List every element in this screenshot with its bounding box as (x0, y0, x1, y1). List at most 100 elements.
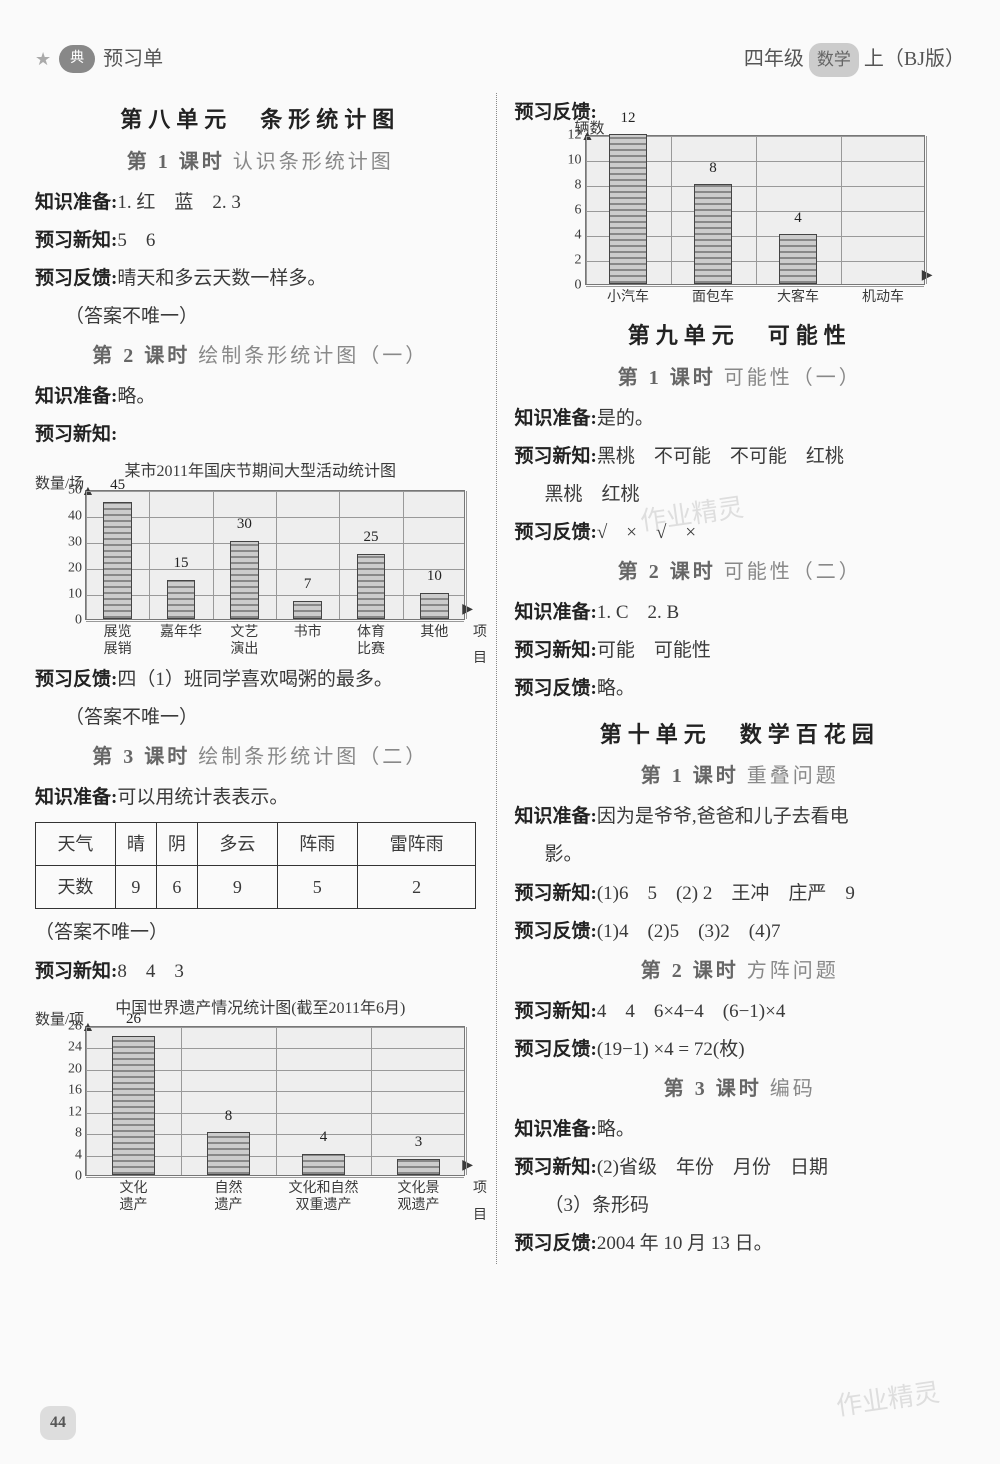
u8l1-fb-note: （答案不唯一） (35, 299, 486, 335)
u10l2-title-b: 第 2 课时 (641, 960, 739, 982)
ytick-label: 30 (68, 529, 86, 556)
u10l3-title-g: 编码 (770, 1078, 816, 1100)
ytick-label: 6 (575, 198, 586, 225)
u8l1-fb-v: 晴天和多云天数一样多。 (117, 268, 326, 289)
chart-bar (397, 1159, 440, 1175)
ytick-label: 10 (568, 148, 586, 175)
u10l1-new-l: 预习新知: (515, 883, 597, 904)
u9l1-new-v2: 黑桃 红桃 (515, 477, 966, 513)
chart-bar (420, 593, 449, 619)
arrow-x-icon: ▶ (462, 1153, 473, 1180)
ytick-label: 40 (68, 503, 86, 530)
xtick-label: 文艺演出 (213, 625, 276, 659)
u10l3-prep-v: 略。 (597, 1119, 635, 1140)
chart-bar (207, 1132, 250, 1175)
page-number: 44 (40, 1406, 76, 1440)
grade-text: 四年级 (744, 48, 804, 70)
u8l1-title-b: 第 1 课时 (127, 151, 225, 173)
u10l1-title-g: 重叠问题 (747, 765, 839, 787)
bar-value-label: 4 (320, 1123, 328, 1152)
arrow-x-icon: ▶ (462, 597, 473, 624)
u8l3-prep-v: 可以用统计表表示。 (117, 787, 288, 808)
u10l1-prep-l: 知识准备: (515, 806, 597, 827)
header-left: ★ 典 预习单 (35, 40, 163, 78)
u10l2-title: 第 2 课时 方阵问题 (515, 952, 966, 990)
chart1: ▲ ▶ 0102030405045展览展销15嘉年华30文艺演出7书市25体育比… (85, 490, 465, 620)
u8l1-fb-l: 预习反馈: (35, 268, 117, 289)
arrow-x-icon: ▶ (922, 263, 933, 290)
u8l1-prep-l: 知识准备: (35, 192, 117, 213)
ytick-label: 0 (75, 607, 86, 634)
header-badge: 典 (59, 45, 95, 73)
u9l1-fb-v: √ × √ × (597, 522, 696, 543)
chart-bar (293, 601, 322, 619)
chart-bar (230, 541, 259, 619)
bar-value-label: 4 (794, 204, 802, 233)
u8l1-new-l: 预习新知: (35, 230, 117, 251)
u8l1-title: 第 1 课时 认识条形统计图 (35, 143, 486, 181)
edition-text: 上（BJ版） (864, 48, 965, 70)
xtick-label: 文化遗产 (86, 1181, 181, 1215)
u8l2-new-l: 预习新知: (35, 424, 117, 445)
u10l1-title: 第 1 课时 重叠问题 (515, 757, 966, 795)
bar-value-label: 25 (364, 523, 379, 552)
u9l2-title-g: 可能性（二） (724, 561, 862, 583)
u10l1-new-v: (1)6 5 (2) 2 王冲 庄严 9 (597, 883, 855, 904)
u10l3-title: 第 3 课时 编码 (515, 1070, 966, 1108)
u9l1-new-v: 黑桃 不可能 不可能 红桃 (597, 446, 844, 467)
unit9-title: 第九单元 可能性 (515, 315, 966, 357)
u8l3-new-l: 预习新知: (35, 961, 117, 982)
bar-value-label: 15 (174, 549, 189, 578)
u8l3-title: 第 3 课时 绘制条形统计图（二） (35, 738, 486, 776)
u8l2-fb-v: 四（1）班同学喜欢喝粥的最多。 (117, 669, 393, 690)
u9l1-prep-v: 是的。 (597, 408, 654, 429)
xtick-label: 自然遗产 (181, 1181, 276, 1215)
u8l2-fb-l: 预习反馈: (35, 669, 117, 690)
u9l1-new-l: 预习新知: (515, 446, 597, 467)
u8l2-fb-note: （答案不唯一） (35, 700, 486, 736)
u8l2-title-g: 绘制条形统计图（一） (198, 345, 428, 367)
u10l3-prep-l: 知识准备: (515, 1119, 597, 1140)
chart3: ▲ ▶ 02468101212小汽车8面包车4大客车机动车 (585, 135, 925, 285)
header-title: 预习单 (103, 40, 163, 78)
xtick-label: 体育比赛 (339, 625, 402, 659)
u10l3-fb-v: 2004 年 10 月 13 日。 (597, 1233, 773, 1254)
subject-badge: 数学 (809, 43, 859, 77)
u8l1-title-g: 认识条形统计图 (233, 151, 394, 173)
u8l2-title: 第 2 课时 绘制条形统计图（一） (35, 337, 486, 375)
u9l1-title-g: 可能性（一） (724, 367, 862, 389)
u9l2-prep-v: 1. C 2. B (597, 602, 679, 623)
u8l2-prep-v: 略。 (117, 386, 155, 407)
chart2-xaxis: 项目 (473, 1176, 487, 1229)
u10l2-title-g: 方阵问题 (747, 960, 839, 982)
u8l2-prep-l: 知识准备: (35, 386, 117, 407)
u8l1-new-v: 5 6 (117, 230, 155, 251)
weather-table: 天气晴阴多云阵雨雷阵雨 天数96952 (35, 822, 476, 909)
chart-bar (302, 1154, 345, 1175)
ytick-label: 8 (575, 173, 586, 200)
chart-bar (779, 234, 817, 284)
ytick-label: 12 (568, 123, 586, 150)
u10l3-new-v2: （3）条形码 (515, 1188, 966, 1224)
chart-bar (609, 134, 647, 284)
u9l2-new-v: 可能 可能性 (597, 640, 711, 661)
u10l2-fb-v: (19−1) ×4 = 72(枚) (597, 1039, 745, 1060)
u9l2-title-b: 第 2 课时 (618, 561, 716, 583)
header-right: 四年级 数学 上（BJ版） (744, 40, 965, 78)
u10l1-fb-l: 预习反馈: (515, 921, 597, 942)
ytick-label: 0 (575, 273, 586, 300)
table-row: 天气晴阴多云阵雨雷阵雨 (36, 823, 476, 866)
u10l1-prep-v: 因为是爷爷,爸爸和儿子去看电 (597, 806, 849, 827)
chart-bar (103, 502, 132, 619)
bar-value-label: 8 (709, 154, 717, 183)
u10l2-fb-l: 预习反馈: (515, 1039, 597, 1060)
unit8-title: 第八单元 条形统计图 (35, 99, 486, 141)
xtick-label: 其他 (403, 625, 466, 642)
bar-value-label: 26 (126, 1005, 141, 1034)
u10l3-new-l: 预习新知: (515, 1157, 597, 1178)
xtick-label: 书市 (276, 625, 339, 642)
u9l2-fb-v: 略。 (597, 678, 635, 699)
page-header: ★ 典 预习单 四年级 数学 上（BJ版） (35, 40, 965, 78)
chart1-xaxis: 项目 (473, 620, 487, 673)
xtick-label: 展览展销 (86, 625, 149, 659)
